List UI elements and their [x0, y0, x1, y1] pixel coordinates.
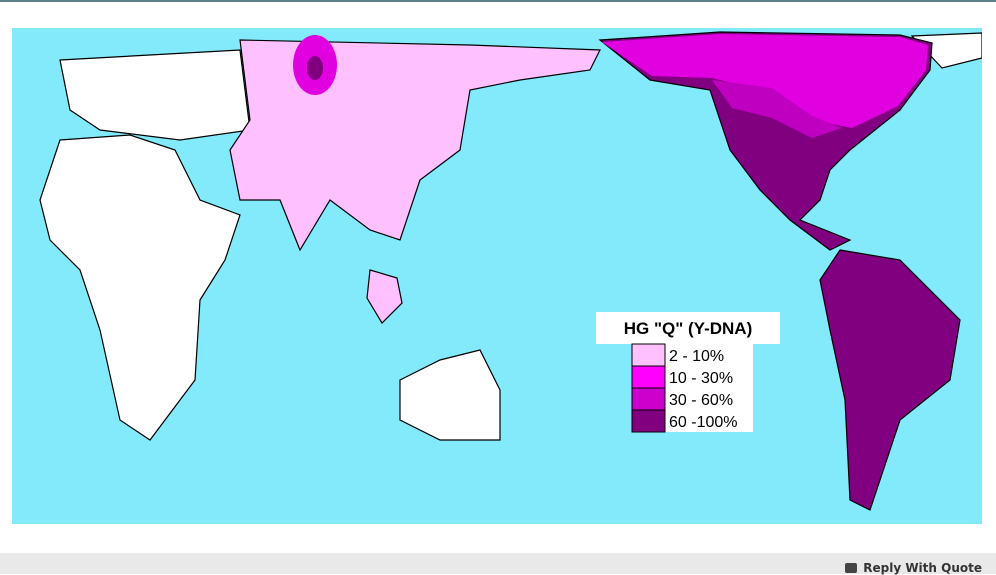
africa [39, 134, 241, 441]
legend-label: 2 - 10% [669, 348, 724, 365]
legend-swatch [631, 365, 666, 389]
legend-label-box [665, 344, 753, 432]
legend-swatch [631, 387, 666, 411]
southeast-asia [366, 269, 403, 324]
australia [399, 349, 501, 441]
europe [59, 49, 251, 141]
region-peak [307, 56, 323, 80]
legend-swatch [631, 343, 666, 367]
top-border [0, 0, 996, 2]
legend-label: 30 - 60% [669, 392, 733, 409]
greenland [910, 32, 982, 69]
legend-label: 10 - 30% [669, 370, 733, 387]
legend-label: 60 -100% [669, 414, 738, 431]
landmasses [39, 31, 982, 511]
quote-icon [845, 563, 858, 573]
legend-title: HG "Q" (Y-DNA) [624, 319, 753, 338]
reply-with-quote-button[interactable]: Reply With Quote [845, 561, 982, 575]
reply-label: Reply With Quote [863, 561, 982, 575]
legend-swatch [631, 409, 666, 433]
south-america [819, 249, 961, 511]
world-map: HG "Q" (Y-DNA) 2 - 10% 10 - 30% 30 - 60% 60… [12, 28, 982, 524]
legend-title-box [596, 312, 780, 344]
canada-mid [712, 80, 842, 138]
legend-items: 2 - 10% 10 - 30% 30 - 60% 60 -100% [631, 343, 738, 433]
post-footer: Reply With Quote [0, 553, 996, 575]
legend: HG "Q" (Y-DNA) 2 - 10% 10 - 30% 30 - 60% 60… [596, 312, 780, 433]
canada-region [602, 34, 928, 128]
